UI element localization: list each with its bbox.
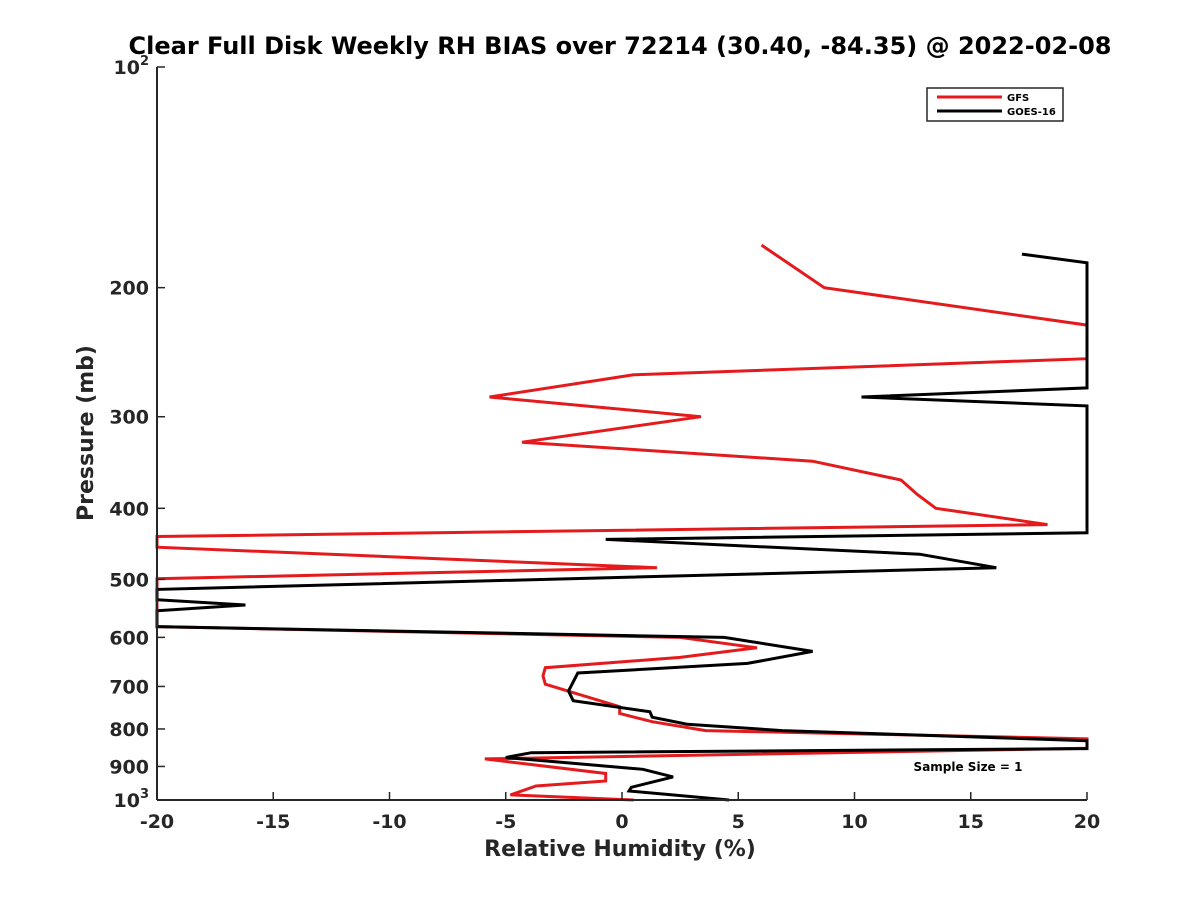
y-tick-label: 900 <box>109 756 149 778</box>
axes-group <box>156 67 1087 801</box>
x-tick-label: -15 <box>256 811 290 833</box>
x-axis-label: Relative Humidity (%) <box>484 837 756 862</box>
x-tick-label: 5 <box>732 811 745 833</box>
y-tick-label: 500 <box>109 569 149 591</box>
y-tick-label: 300 <box>109 407 149 429</box>
series-line-gfs <box>155 243 1089 802</box>
x-tick-label: -20 <box>140 811 174 833</box>
y-axis-label: Pressure (mb) <box>74 345 99 521</box>
legend-label-gfs: GFS <box>1007 93 1029 104</box>
x-ticks-group: -20 -15 -10 -5 0 5 10 15 20 <box>140 792 1100 833</box>
y-ticks-group: 102 200 300 400 500 600 700 800 900 103 <box>109 54 165 812</box>
y-tick-label: 600 <box>109 627 149 649</box>
sample-size-annotation: Sample Size = 1 <box>914 760 1023 774</box>
series-line-goes-16 <box>155 252 1089 802</box>
y-tick-label: 200 <box>109 278 149 300</box>
x-tick-label: 0 <box>615 811 628 833</box>
chart-title: Clear Full Disk Weekly RH BIAS over 7221… <box>129 32 1112 60</box>
plot-series-group <box>155 243 1089 802</box>
y-tick-label: 700 <box>109 676 149 698</box>
y-tick-label: 800 <box>109 719 149 741</box>
x-tick-label: -10 <box>372 811 406 833</box>
x-tick-label: 20 <box>1074 811 1100 833</box>
legend-box <box>926 87 1064 122</box>
x-tick-label: -5 <box>495 811 516 833</box>
y-tick-label: 102 <box>114 54 150 79</box>
y-tick-label: 103 <box>114 787 150 812</box>
x-tick-label: 15 <box>958 811 984 833</box>
y-tick-label: 400 <box>109 498 149 520</box>
x-tick-label: 10 <box>841 811 867 833</box>
legend: GFS GOES-16 <box>926 87 1064 122</box>
legend-label-goes16: GOES-16 <box>1007 107 1056 118</box>
